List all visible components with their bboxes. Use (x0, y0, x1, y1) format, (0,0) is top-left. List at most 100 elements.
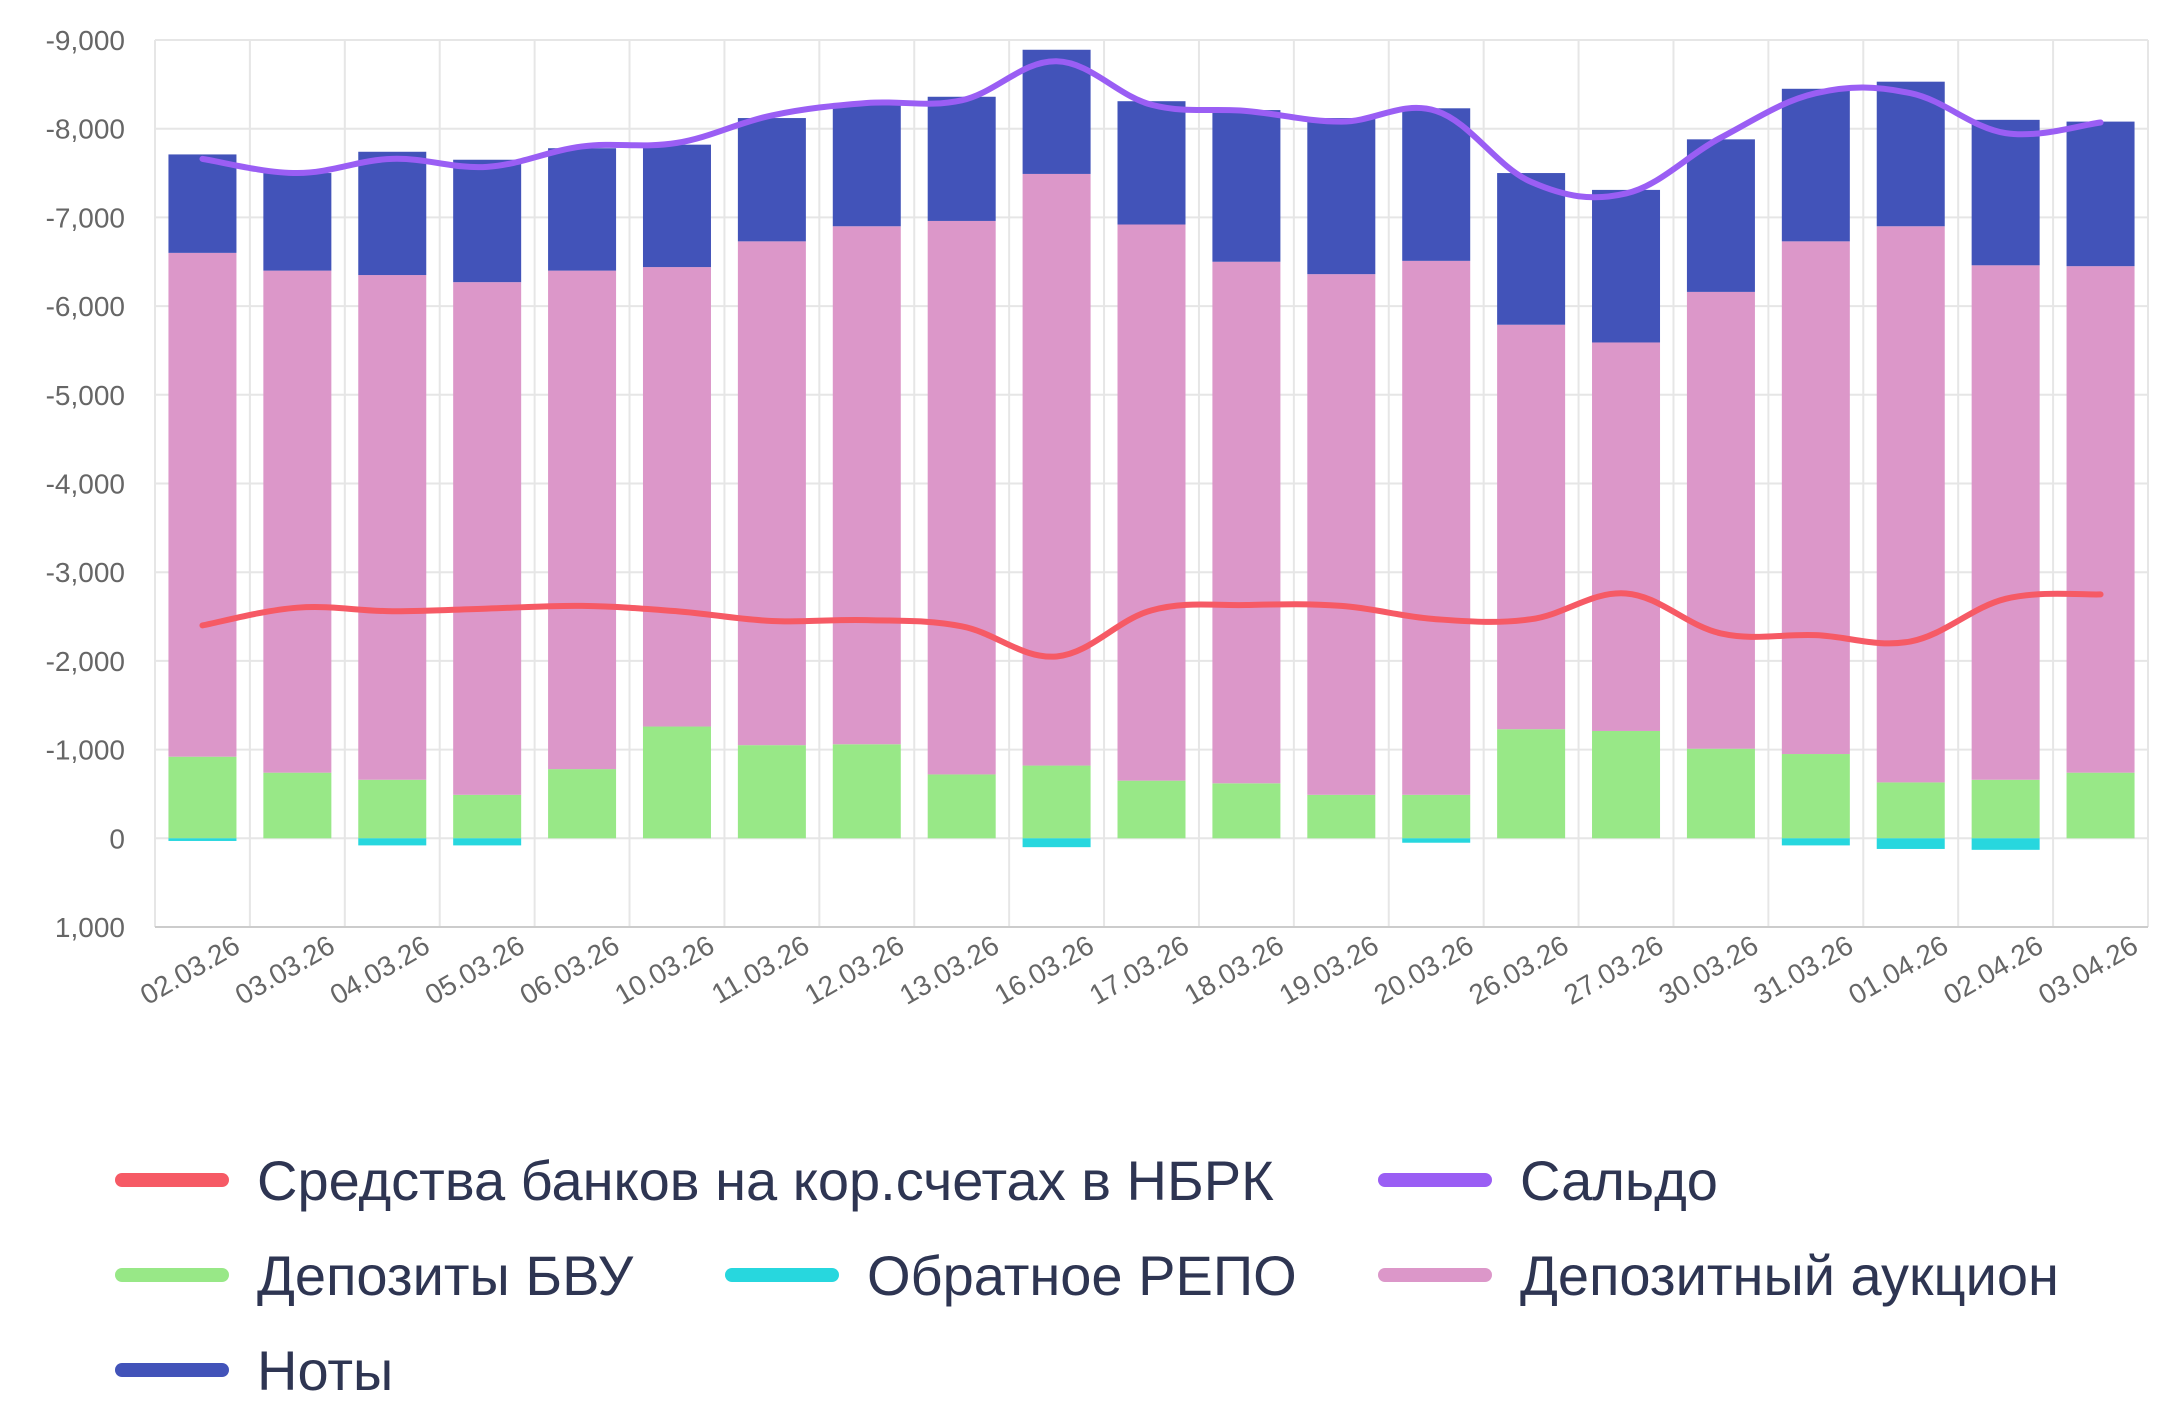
bar-segment (263, 772, 332, 839)
bar-segment (1117, 224, 1186, 781)
bar-segment (1686, 291, 1755, 749)
lines (199, 58, 2104, 660)
legend-label: Ноты (257, 1339, 393, 1402)
bar-segment (1876, 782, 1945, 839)
legend-item[interactable]: Депозиты БВУ (115, 1244, 634, 1307)
bar-segment (1402, 108, 1471, 261)
bar-segment (358, 779, 427, 839)
bar-segment (1971, 838, 2040, 850)
bar-segment (1212, 110, 1281, 262)
bar-segment (2066, 121, 2135, 267)
bar-segment (453, 282, 522, 795)
bar-segment (1307, 274, 1376, 795)
legend: Средства банков на кор.счетах в НБРК Саль… (115, 1149, 2059, 1402)
bar-segment (1117, 101, 1186, 225)
bar-segment (168, 838, 237, 841)
bar-segment (548, 270, 617, 770)
y-tick-label: -1,000 (46, 735, 125, 766)
bar-segment (1592, 342, 1661, 731)
bar-segment (358, 275, 427, 780)
legend-label: Средства банков на кор.счетах в НБРК (257, 1149, 1274, 1212)
y-tick-label: -7,000 (46, 202, 125, 233)
bar-segment (1497, 173, 1566, 325)
bar-segment (1876, 81, 1945, 227)
bar-segment (1022, 49, 1091, 174)
y-tick-label: -9,000 (46, 25, 125, 56)
bar-segment (832, 744, 901, 839)
bar-segment (1497, 324, 1566, 730)
bar-segment (1212, 261, 1281, 784)
bar-segment (832, 226, 901, 745)
legend-label: Депозиты БВУ (257, 1244, 634, 1307)
bar-segment (832, 102, 901, 227)
bar-segment (548, 148, 617, 271)
bar-segment (1971, 119, 2040, 266)
y-tick-label: 0 (109, 823, 125, 854)
bar-segment (1022, 838, 1091, 848)
y-tick-label: -6,000 (46, 291, 125, 322)
legend-item[interactable]: Сальдо (1378, 1149, 1718, 1212)
bar-segment (1781, 754, 1850, 839)
bar-segment (642, 726, 711, 839)
bar-segment (1781, 838, 1850, 846)
y-tick-label: -3,000 (46, 557, 125, 588)
bar-segment (1497, 729, 1566, 839)
bar-segment (1876, 838, 1945, 849)
bar-segment (168, 252, 237, 757)
bar-segment (263, 173, 332, 271)
bar-segment (927, 96, 996, 221)
bar-segment (1402, 838, 1471, 843)
bar-segment (927, 220, 996, 775)
y-tick-label: -5,000 (46, 380, 125, 411)
bar-segment (1686, 748, 1755, 839)
bar-segment (737, 241, 806, 746)
bar-segment (2066, 266, 2135, 773)
legend-label: Обратное РЕПО (867, 1244, 1297, 1307)
bar-segment (453, 794, 522, 839)
bar-segment (548, 769, 617, 839)
y-axis: -9,000 -8,000 -7,000 -6,000 -5,000 -4,000 -3,0… (46, 25, 125, 943)
bar-segment (168, 756, 237, 839)
bar-segment (642, 267, 711, 727)
bar-segment (1592, 730, 1661, 839)
y-tick-label: -2,000 (46, 646, 125, 677)
bar-segment (1686, 139, 1755, 292)
series-line (199, 58, 2104, 201)
bar-segment (168, 154, 237, 253)
y-tick-label: -8,000 (46, 114, 125, 145)
bar-segment (1592, 189, 1661, 343)
bar-segment (737, 745, 806, 839)
bar-segment (1781, 88, 1850, 242)
bar-segment (263, 270, 332, 773)
bar-segment (453, 838, 522, 846)
bar-segment (2066, 772, 2135, 839)
legend-item[interactable]: Ноты (115, 1339, 393, 1402)
bar-segment (1971, 265, 2040, 780)
bar-segment (642, 144, 711, 268)
bar-segment (358, 151, 427, 276)
bar-segment (1971, 779, 2040, 839)
legend-item[interactable]: Депозитный аукцион (1378, 1244, 2059, 1307)
bar-segment (1307, 118, 1376, 275)
bar-segment (1402, 794, 1471, 839)
bar-segment (1781, 241, 1850, 755)
bar-segment (737, 118, 806, 242)
legend-label: Сальдо (1520, 1149, 1718, 1212)
y-tick-label: 1,000 (55, 912, 125, 943)
bar-segment (1402, 260, 1471, 795)
bar-segment (1876, 226, 1945, 783)
bars (168, 49, 2135, 850)
legend-item[interactable]: Средства банков на кор.счетах в НБРК (115, 1149, 1274, 1212)
y-tick-label: -4,000 (46, 469, 125, 500)
bar-segment (1307, 794, 1376, 839)
legend-label: Депозитный аукцион (1520, 1244, 2059, 1307)
bar-segment (1212, 783, 1281, 839)
bar-segment (1022, 173, 1091, 766)
legend-item[interactable]: Обратное РЕПО (725, 1244, 1297, 1307)
bar-segment (453, 159, 522, 283)
bar-segment (1117, 780, 1186, 839)
series-line (199, 590, 2104, 660)
bar-segment (1022, 765, 1091, 839)
bar-segment (358, 838, 427, 846)
